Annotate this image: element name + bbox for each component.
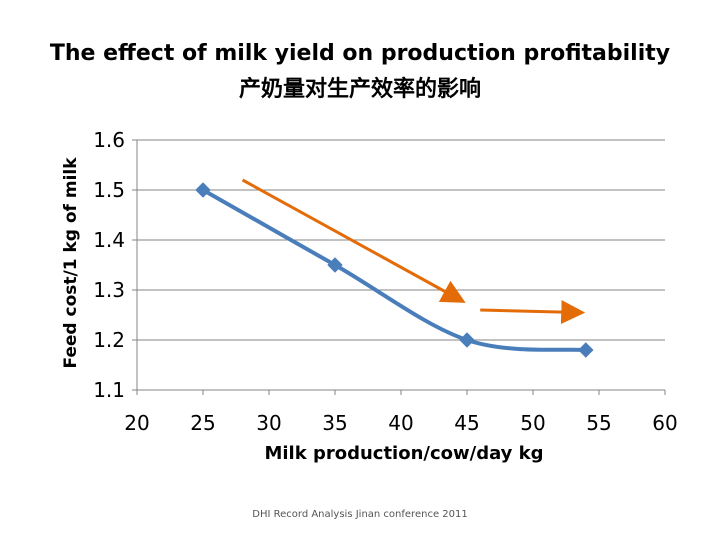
y-axis-label: Feed cost/1 kg of milk — [61, 157, 81, 369]
series-0-point-0 — [195, 182, 211, 198]
series-0-line — [202, 188, 586, 352]
y-tick-label-2: 1.3 — [93, 278, 125, 302]
footer-note: DHI Record Analysis Jinan conference 201… — [252, 509, 468, 520]
annotation-arrow-1 — [480, 300, 586, 325]
series-0-point-3 — [578, 342, 594, 358]
y-tick-label-3: 1.4 — [93, 228, 125, 252]
x-tick-label-4: 40 — [388, 411, 413, 435]
x-axis-label: Milk production/cow/day kg — [264, 443, 543, 464]
y-tick-label-0: 1.1 — [93, 378, 125, 402]
annotation-arrow-0 — [241, 178, 466, 303]
x-tick-label-8: 60 — [652, 411, 677, 435]
x-tick-label-1: 25 — [190, 411, 215, 435]
chart-title: The effect of milk yield on production p… — [49, 41, 671, 66]
x-tick-label-0: 20 — [124, 411, 149, 435]
series-0-point-1 — [327, 257, 343, 273]
x-tick-label-6: 50 — [520, 411, 545, 435]
y-tick-label-1: 1.2 — [93, 328, 125, 352]
chart-subtitle: 产奶量对生产效率的影响 — [238, 77, 481, 102]
y-tick-label-5: 1.6 — [93, 128, 125, 152]
x-tick-label-5: 45 — [454, 411, 479, 435]
x-tick-label-3: 35 — [322, 411, 347, 435]
x-tick-label-7: 55 — [586, 411, 611, 435]
y-tick-label-4: 1.5 — [93, 178, 125, 202]
series-0-point-2 — [459, 332, 475, 348]
x-tick-label-2: 30 — [256, 411, 281, 435]
